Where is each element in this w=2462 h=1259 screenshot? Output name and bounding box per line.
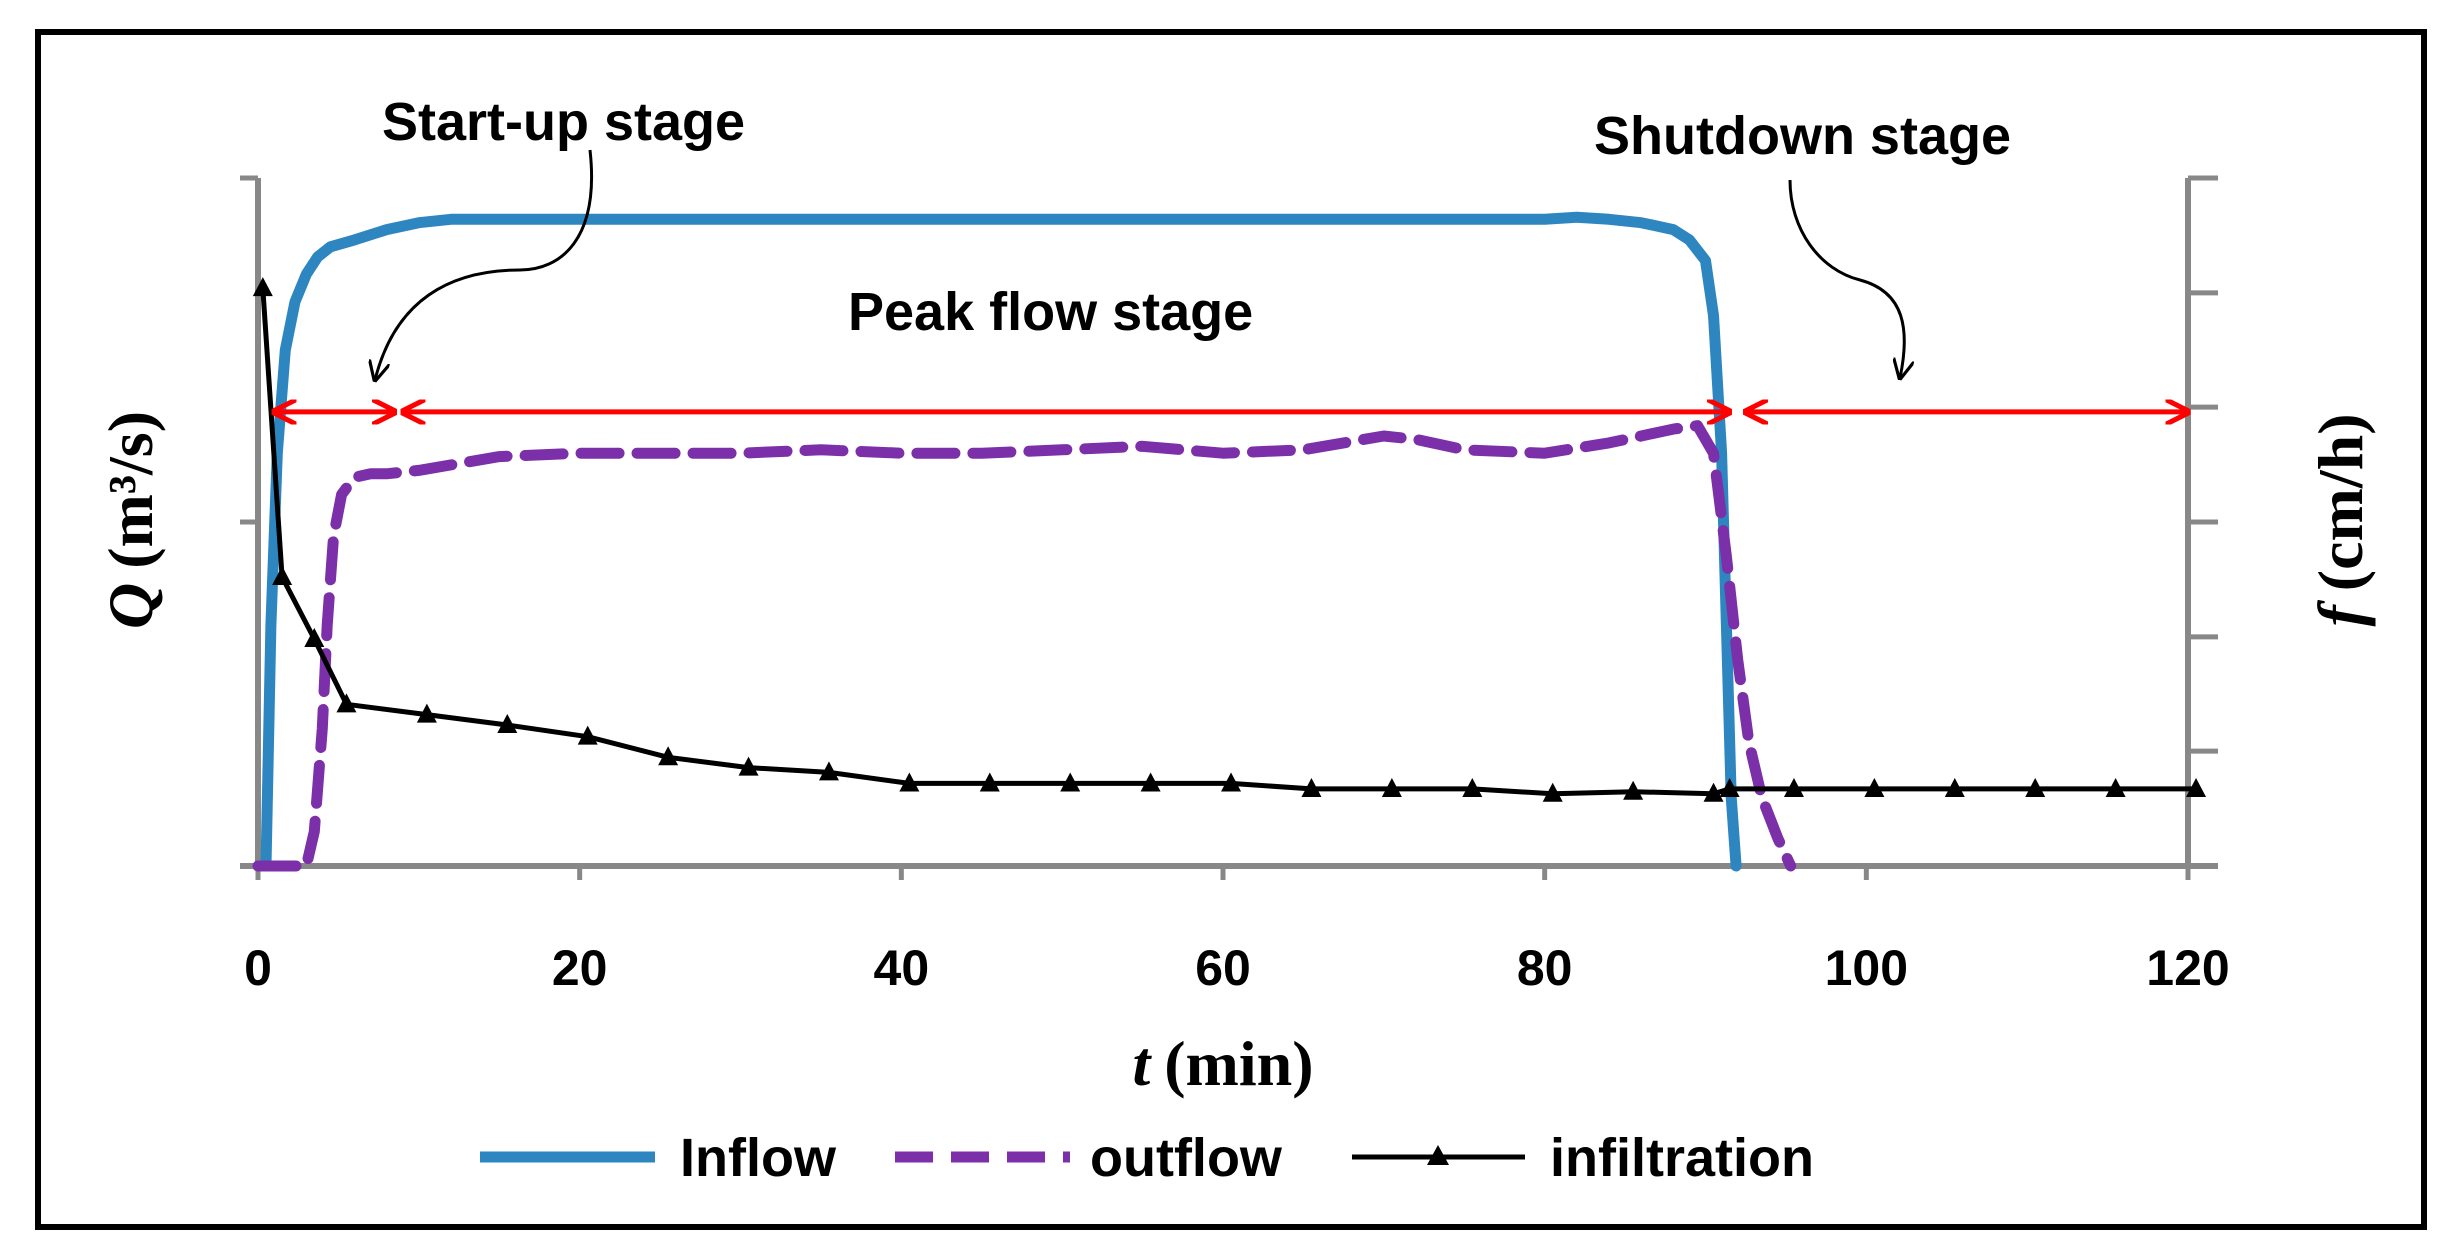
y-axis-variable: Q: [95, 583, 166, 629]
y2-axis-title: f(cm/h): [2305, 413, 2376, 626]
shutdown-stage-label: Shutdown stage: [1594, 106, 2011, 166]
infiltration-point-marker: [2025, 777, 2046, 797]
legend: Inflow outflow infiltration: [480, 1128, 1814, 1188]
x-tick-label: 40: [874, 940, 930, 996]
shutdown-pointer-arrow: [1788, 179, 1904, 378]
infiltration-point-marker: [1703, 782, 1724, 802]
x-ticks: 0 20 40 60 80 100 120: [244, 866, 2230, 996]
x-tick-label: 0: [244, 940, 272, 996]
infiltration-point-marker: [1719, 777, 1740, 797]
plot-axes: 0 20 40 60 80 100 120: [240, 175, 2230, 996]
legend-label-infiltration: infiltration: [1550, 1128, 1814, 1188]
infiltration-point-marker: [2186, 777, 2207, 797]
infiltration-point-marker: [252, 277, 273, 297]
x-axis-unit: (min): [1164, 1028, 1313, 1099]
legend-marker-infiltration: [1427, 1145, 1449, 1165]
series-layer: [252, 211, 2207, 872]
infiltration-point-marker: [979, 772, 1000, 792]
infiltration-point-marker: [416, 703, 437, 723]
infiltration-point-marker: [1944, 777, 1965, 797]
peak-flow-stage-label: Peak flow stage: [848, 282, 1253, 342]
infiltration-point-marker: [2105, 777, 2126, 797]
x-tick-label: 20: [552, 940, 608, 996]
infiltration-point-marker: [1542, 782, 1563, 802]
x-axis-variable: t: [1132, 1028, 1152, 1099]
x-axis-title: t (min): [1132, 1028, 1313, 1099]
infiltration-point-marker: [1060, 772, 1081, 792]
series-line-outflow: [252, 420, 1797, 872]
infiltration-point-marker: [1864, 777, 1885, 797]
startup-pointer-arrow: [375, 149, 593, 380]
infiltration-point-marker: [336, 693, 357, 713]
infiltration-point-marker: [304, 627, 325, 647]
infiltration-point-marker: [818, 761, 839, 781]
infiltration-point-marker: [1783, 777, 1804, 797]
x-tick-label: 80: [1517, 940, 1573, 996]
y2-axis-unit: (cm/h): [2305, 413, 2376, 591]
infiltration-point-marker: [1221, 772, 1242, 792]
startup-stage-label: Start-up stage: [382, 92, 745, 152]
infiltration-point-marker: [658, 746, 679, 766]
infiltration-point-marker: [1623, 780, 1644, 800]
x-tick-label: 60: [1195, 940, 1251, 996]
infiltration-point-marker: [1381, 777, 1402, 797]
series-line-infiltration: [260, 285, 2199, 797]
y-axis-unit: (m³/s): [95, 411, 166, 569]
series-line-inflow: [260, 211, 1742, 872]
infiltration-point-marker: [1462, 777, 1483, 797]
y-axis-title: Q (m³/s): [95, 411, 166, 629]
figure-frame: [35, 29, 2427, 1230]
infiltration-point-marker: [1301, 777, 1322, 797]
infiltration-point-marker: [899, 772, 920, 792]
x-tick-label: 100: [1825, 940, 1908, 996]
legend-label-outflow: outflow: [1090, 1128, 1283, 1188]
legend-label-inflow: Inflow: [680, 1128, 837, 1188]
infiltration-point-marker: [1140, 772, 1161, 792]
infiltration-point-marker: [577, 725, 598, 745]
x-tick-label: 120: [2146, 940, 2229, 996]
infiltration-point-marker: [497, 713, 518, 733]
y2-ticks: [2188, 175, 2218, 869]
infiltration-point-marker: [738, 756, 759, 776]
infiltration-point-marker: [272, 566, 293, 586]
